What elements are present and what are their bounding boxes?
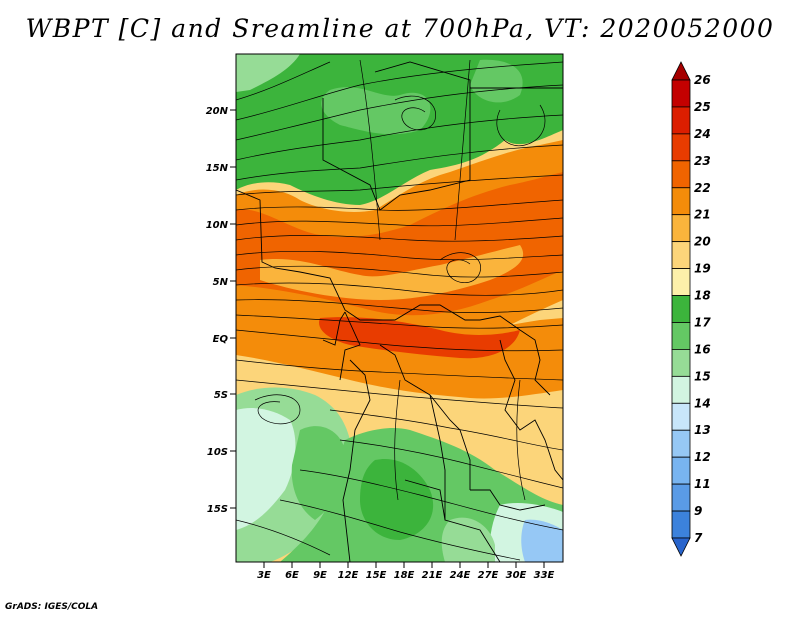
grads-credit: GrADS: IGES/COLA [5,602,99,612]
country-borders [236,61,563,562]
colorbar-label: 25 [694,100,711,114]
colorbar-box [671,295,691,323]
colorbar-box [671,510,691,539]
colorbar-box [671,160,691,189]
colorbar-label: 21 [694,208,711,222]
colorbar-label: 26 [694,73,711,87]
colorbar-label: 17 [694,315,711,329]
colorbar-box [671,349,691,377]
map-frame [235,53,564,563]
colorbar-label: 20 [694,235,711,249]
colorbar-box [671,187,691,216]
colorbar-box [671,268,691,296]
lat-label-20n: 20N [206,106,229,117]
lon-label-27e: 27E [478,570,499,581]
lon-label-3e: 3E [257,570,271,581]
colorbar-bottom-arrow [671,537,691,557]
lat-label-15n: 15N [206,163,229,174]
colorbar-box [671,133,691,162]
colorbar: 26 25 24 23 22 21 20 19 18 17 16 15 14 13 12 11 9 7 [671,61,711,557]
lat-label-5n: 5N [213,277,229,288]
lon-label-30e: 30E [506,570,527,581]
colorbar-label: 15 [694,369,711,383]
colorbar-box [671,322,691,350]
colorbar-box [671,241,691,269]
colorbar-box [671,402,691,431]
colorbar-label: 22 [694,181,711,195]
colorbar-box [671,483,691,512]
colorbar-label: 12 [694,450,711,464]
lat-label-5s: 5S [214,390,228,401]
colorbar-box [671,214,691,243]
colorbar-label: 13 [694,423,711,437]
lon-axis: 3E 6E 9E 12E 15E 18E 21E 24E 27E 30E 33E [257,562,555,581]
lon-label-9e: 9E [313,570,327,581]
lat-label-15s: 15S [207,504,228,515]
lon-label-12e: 12E [338,570,359,581]
lat-label-10s: 10S [207,447,228,458]
lat-label-eq: EQ [213,334,229,345]
lon-label-15e: 15E [366,570,387,581]
lon-label-21e: 21E [422,570,443,581]
lon-label-18e: 18E [394,570,415,581]
colorbar-label: 14 [694,396,711,410]
lon-label-6e: 6E [285,570,299,581]
colorbar-label: 7 [694,531,703,545]
lon-label-33e: 33E [534,570,555,581]
colorbar-top-arrow [671,61,691,81]
colorbar-label: 19 [694,262,711,276]
chart-title: WBPT [C] and Sreamline at 700hPa, VT: 20… [25,14,775,43]
colorbar-label: 16 [694,342,711,356]
colorbar-label: 11 [694,477,711,491]
colorbar-box [671,375,691,404]
colorbar-label: 18 [694,289,711,303]
colorbar-box [671,429,691,458]
colorbar-label: 24 [694,127,711,141]
colorbar-label: 9 [694,504,702,518]
colorbar-box [671,79,691,108]
colorbar-box [671,456,691,485]
colorbar-label: 23 [694,154,711,168]
lat-axis: 20N 15N 10N 5N EQ 5S 10S 15S [206,106,236,515]
lon-label-24e: 24E [450,570,471,581]
lat-label-10n: 10N [206,220,229,231]
colorbar-box [671,106,691,135]
